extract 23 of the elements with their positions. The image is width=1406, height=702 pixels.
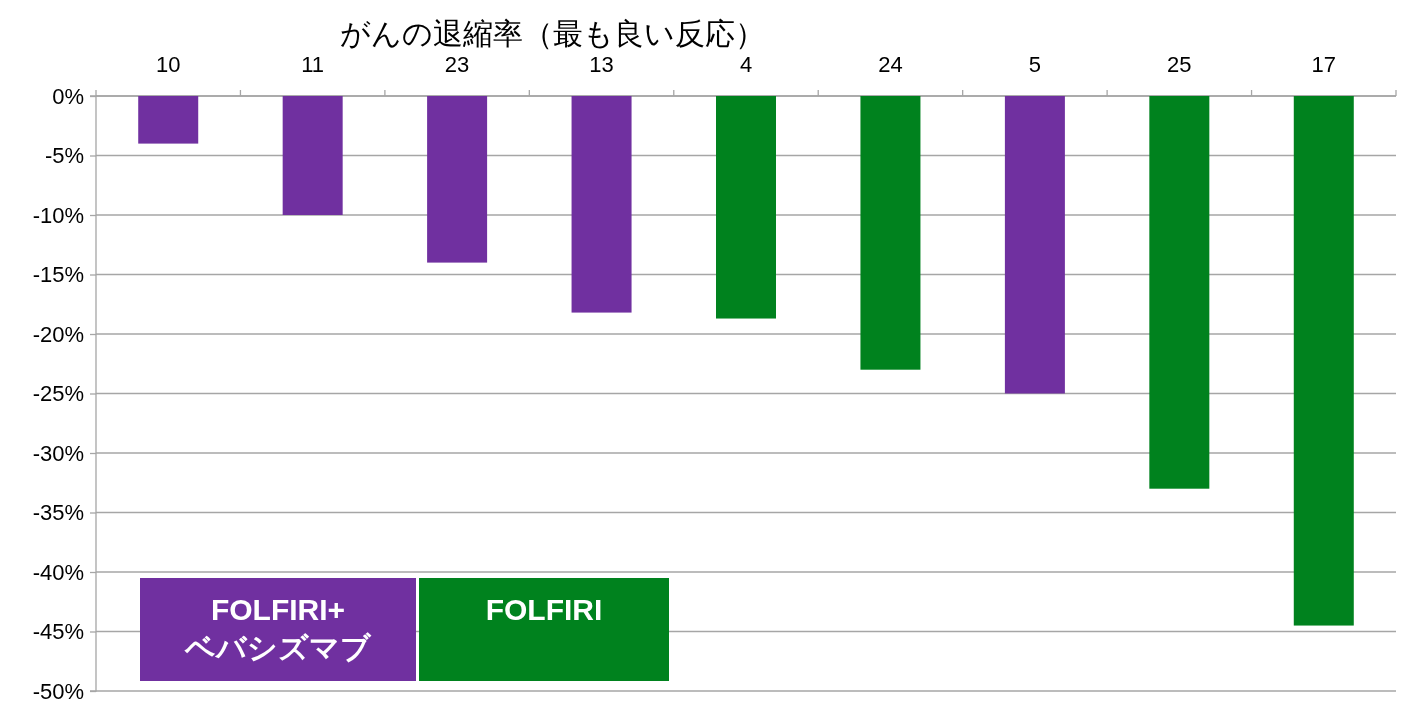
x-tick-label: 17 (1311, 52, 1337, 77)
y-tick-label: -35% (32, 500, 84, 526)
y-tick-label: -40% (32, 559, 84, 585)
y-tick-label: -45% (32, 619, 84, 645)
y-tick-label: -10% (32, 202, 84, 228)
y-tick-label: -15% (32, 262, 84, 288)
text: FOLFIRI (485, 593, 603, 626)
x-tick-label: 11 (301, 52, 325, 77)
x-tick-label: 10 (155, 52, 181, 77)
x-tick-label: 23 (444, 52, 470, 77)
text: FOLFIRI+ベバシズマブ (184, 593, 372, 664)
y-tick-label: -50% (32, 678, 84, 702)
y-tick-label: -20% (32, 321, 84, 347)
y-tick-label: -25% (32, 381, 84, 407)
y-tick-label: 0% (52, 83, 84, 109)
chart-title: がんの退縮率（最も良い反応） (340, 17, 765, 50)
x-tick-label: 13 (589, 52, 614, 77)
x-tick-label: 24 (878, 52, 903, 77)
x-tick-label: 4 (739, 52, 753, 77)
y-tick-label: -5% (44, 143, 84, 169)
x-tick-label: 25 (1167, 52, 1192, 77)
x-tick-label: 5 (1028, 52, 1042, 77)
y-tick-label: -30% (32, 440, 84, 466)
